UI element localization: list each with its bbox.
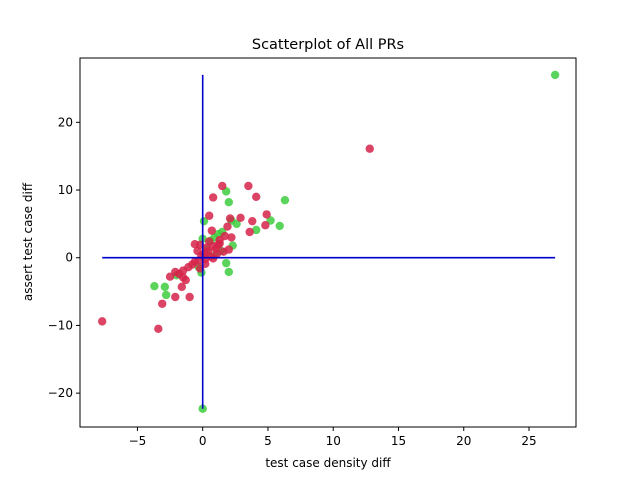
data-point-red: [223, 222, 232, 231]
data-point-red: [181, 275, 190, 285]
data-point-red: [218, 181, 227, 191]
data-point-green: [280, 195, 290, 205]
data-point-red: [97, 317, 107, 326]
data-point-red: [365, 144, 374, 153]
data-point-red: [171, 292, 180, 302]
y-tick-label: −20: [48, 386, 73, 400]
data-point-red: [261, 221, 270, 230]
data-point-green: [275, 221, 284, 231]
data-point-green: [160, 282, 170, 292]
data-point-red: [244, 181, 253, 191]
data-point-red: [248, 216, 257, 226]
data-point-green: [252, 225, 261, 235]
x-tick-label: 20: [456, 434, 471, 448]
data-point-red: [165, 272, 175, 281]
data-point-red: [225, 214, 235, 223]
data-point-green: [224, 198, 233, 207]
data-point-red: [177, 282, 187, 292]
data-point-red: [262, 210, 271, 219]
data-point-green: [221, 258, 231, 268]
data-point-green: [161, 290, 171, 300]
y-tick-label: 20: [58, 115, 73, 129]
data-point-red: [252, 192, 261, 201]
y-tick-label: 0: [65, 251, 73, 265]
data-point-red: [208, 193, 218, 202]
data-point-red: [227, 233, 236, 242]
data-point-red: [158, 299, 167, 308]
y-tick-label: 10: [58, 183, 73, 197]
data-point-red: [207, 226, 217, 235]
x-tick-label: 15: [391, 434, 406, 448]
data-point-green: [224, 267, 233, 277]
x-axis-label: test case density diff: [265, 456, 391, 470]
data-point-red: [193, 246, 202, 256]
plot-area: −5 0 5 10 15 20 25 −20 −10 0 10 20: [48, 57, 577, 448]
x-tick-label: −5: [129, 434, 147, 448]
data-point-red: [205, 211, 214, 220]
x-tick-label: 10: [326, 434, 341, 448]
data-point-red: [215, 239, 224, 248]
data-point-green: [150, 281, 159, 291]
data-point-red: [236, 213, 245, 222]
data-point-red: [245, 227, 254, 237]
plot-frame: [79, 57, 577, 428]
data-point-red: [154, 324, 163, 334]
chart-title: Scatterplot of All PRs: [252, 37, 404, 53]
data-point-red: [185, 292, 194, 302]
data-point-red: [224, 245, 233, 254]
data-point-green: [550, 70, 560, 80]
data-point-green: [232, 219, 241, 229]
x-tick-label: 5: [264, 434, 272, 448]
data-point-green: [198, 404, 207, 413]
y-tick-label: −10: [48, 318, 73, 332]
x-tick-label: 0: [199, 434, 207, 448]
y-axis-label: assert test case diff: [21, 182, 35, 301]
x-tick-label: 25: [521, 434, 536, 448]
